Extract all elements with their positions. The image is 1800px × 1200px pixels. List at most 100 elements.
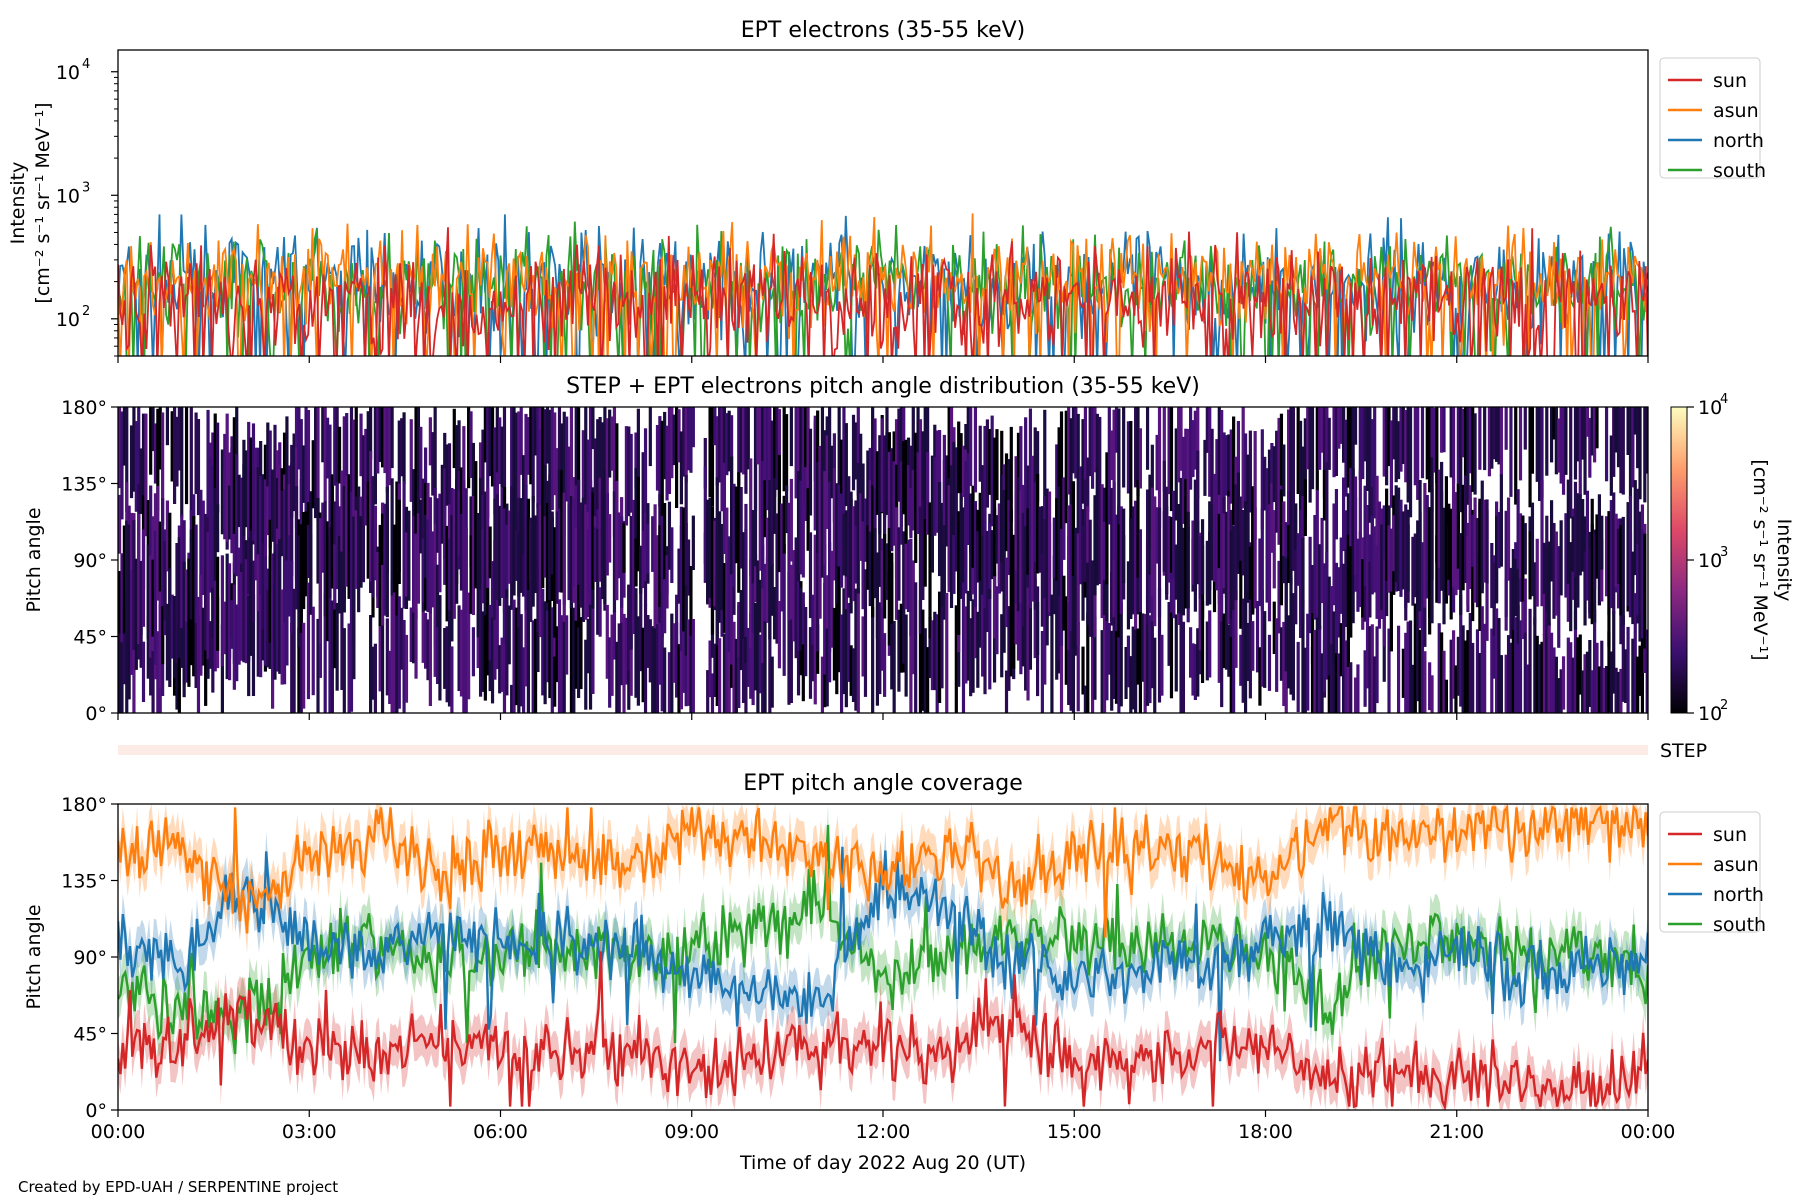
legend-box bbox=[1659, 57, 1761, 179]
heatmap-cell bbox=[1181, 621, 1186, 713]
heatmap-cell bbox=[1287, 409, 1291, 525]
heatmap-cell bbox=[981, 574, 985, 677]
heatmap-cell bbox=[1241, 407, 1245, 509]
heatmap-cell bbox=[708, 640, 712, 698]
heatmap-cell bbox=[553, 412, 557, 496]
heatmap-cell bbox=[256, 467, 260, 557]
heatmap-cell bbox=[1040, 631, 1044, 713]
heatmap-cell bbox=[490, 407, 495, 487]
heatmap-cell bbox=[1557, 418, 1561, 473]
heatmap-cell bbox=[1260, 508, 1264, 611]
legend-label-asun: asun bbox=[1713, 854, 1759, 876]
heatmap-cell bbox=[679, 623, 683, 710]
heatmap-cell bbox=[1401, 648, 1405, 698]
heatmap-cell bbox=[1583, 407, 1587, 495]
heatmap-cell bbox=[256, 567, 260, 677]
heatmap-cell bbox=[1093, 495, 1097, 596]
heatmap-cell bbox=[749, 559, 753, 649]
colorbar-tick-label: 10 bbox=[1698, 703, 1722, 725]
heatmap-cell bbox=[433, 407, 437, 535]
heatmap-cell bbox=[1122, 508, 1126, 583]
heatmap-cell bbox=[796, 631, 801, 696]
heatmap-cell bbox=[861, 521, 865, 610]
heatmap-cell bbox=[1518, 513, 1523, 579]
heatmap-cell bbox=[1416, 520, 1420, 606]
heatmap-cell bbox=[447, 538, 452, 611]
heatmap-cell bbox=[1418, 480, 1422, 612]
heatmap-cell bbox=[390, 407, 394, 469]
heatmap-cell bbox=[1205, 540, 1209, 606]
heatmap-cell bbox=[1150, 444, 1154, 500]
heatmap-cell bbox=[983, 495, 987, 609]
heatmap-cell bbox=[1368, 407, 1372, 523]
heatmap-cell bbox=[1518, 620, 1523, 713]
heatmap-cell bbox=[271, 553, 275, 680]
heatmap-cell bbox=[519, 614, 523, 707]
heatmap-cell bbox=[323, 501, 327, 617]
heatmap-cell bbox=[1246, 503, 1250, 591]
heatmap-cell bbox=[1287, 525, 1291, 583]
heatmap-cell bbox=[799, 407, 803, 497]
heatmap-cell bbox=[761, 636, 765, 713]
heatmap-cell bbox=[1301, 537, 1305, 624]
heatmap-cell bbox=[261, 474, 265, 549]
heatmap-cell bbox=[488, 526, 492, 579]
heatmap-cell bbox=[1332, 407, 1336, 478]
heatmap-cell bbox=[256, 554, 260, 612]
heatmap-cell bbox=[1495, 515, 1499, 604]
heatmap-cell bbox=[1418, 630, 1422, 713]
heatmap-cell bbox=[1540, 407, 1544, 498]
heatmap-cell bbox=[452, 408, 456, 469]
heatmap-cell bbox=[1349, 467, 1353, 599]
heatmap-cell bbox=[1093, 407, 1097, 473]
heatmap-cell bbox=[1530, 407, 1535, 474]
heatmap-cell bbox=[1614, 513, 1618, 588]
heatmap-cell bbox=[1497, 407, 1501, 465]
heatmap-cell bbox=[1086, 506, 1090, 563]
heatmap-cell bbox=[1578, 634, 1582, 695]
heatmap-cell bbox=[1200, 519, 1205, 595]
heatmap-cell bbox=[1554, 407, 1558, 475]
x-tick-label: 18:00 bbox=[1238, 1121, 1293, 1143]
heatmap-cell bbox=[266, 589, 270, 668]
heatmap-cell bbox=[651, 626, 655, 713]
heatmap-cell bbox=[239, 571, 244, 661]
heatmap-cell bbox=[1055, 577, 1059, 680]
colorbar-unit: [cm⁻² s⁻¹ sr⁻¹ MeV⁻¹] bbox=[1749, 459, 1771, 660]
heatmap-cell bbox=[904, 543, 908, 610]
heatmap-cell bbox=[744, 407, 748, 494]
heatmap-cell bbox=[777, 601, 781, 669]
heatmap-cell bbox=[533, 407, 538, 456]
heatmap-cell bbox=[605, 418, 609, 538]
heatmap-cell bbox=[765, 407, 770, 511]
heatmap-cell bbox=[691, 619, 695, 713]
panel1-title: EPT electrons (35-55 keV) bbox=[741, 18, 1026, 43]
heatmap-cell bbox=[926, 647, 930, 713]
heatmap-cell bbox=[1619, 668, 1623, 713]
heatmap-cell bbox=[1229, 429, 1233, 504]
heatmap-cell bbox=[397, 596, 401, 709]
heatmap-cell bbox=[569, 579, 574, 713]
heatmap-cell bbox=[1504, 510, 1508, 617]
heatmap-cell bbox=[1416, 407, 1420, 500]
heatmap-cell bbox=[849, 645, 853, 696]
heatmap-cell bbox=[1095, 467, 1099, 586]
heatmap-cell bbox=[1509, 642, 1513, 713]
heatmap-cell bbox=[603, 468, 607, 604]
heatmap-cell bbox=[1471, 407, 1475, 492]
heatmap-cell bbox=[1428, 507, 1432, 618]
heatmap-cell bbox=[1117, 505, 1121, 638]
y-tick-label: 45° bbox=[73, 627, 107, 649]
heatmap-cell bbox=[129, 425, 134, 499]
heatmap-cell bbox=[1088, 407, 1092, 477]
heatmap-cell bbox=[1028, 408, 1033, 532]
heatmap-cell bbox=[1150, 487, 1154, 596]
heatmap-cell bbox=[682, 507, 686, 632]
heatmap-cell bbox=[1059, 529, 1064, 646]
heatmap-cell bbox=[1248, 546, 1252, 600]
heatmap-cell bbox=[1461, 408, 1465, 458]
heatmap-cell bbox=[565, 615, 569, 675]
heatmap-cell bbox=[333, 407, 337, 486]
heatmap-cell bbox=[543, 516, 547, 578]
heatmap-cell bbox=[1547, 622, 1551, 713]
